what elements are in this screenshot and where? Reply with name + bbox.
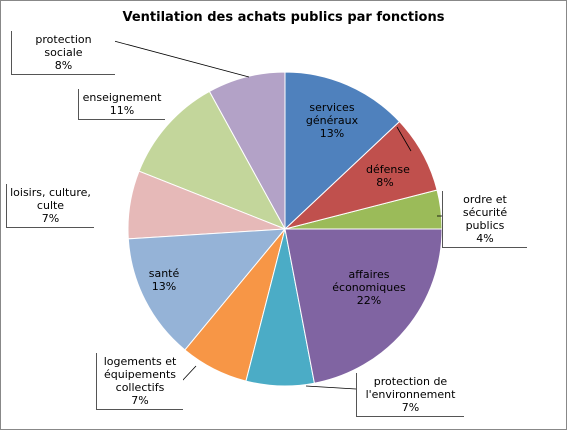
- chart-title: Ventilation des achats publics par fonct…: [122, 10, 445, 25]
- value-label: 11%: [109, 104, 135, 117]
- slice-label: logements et équipements collectifs 7%: [96, 353, 183, 410]
- slice-label: protection de l'environnement 7%: [356, 373, 464, 417]
- category-label: affaires économiques: [332, 268, 406, 294]
- category-label: santé: [148, 267, 180, 280]
- category-label: loisirs, culture, culte: [10, 186, 91, 212]
- leader-line: [113, 40, 250, 78]
- category-label: protection sociale: [35, 33, 92, 59]
- leader-lines: [113, 40, 442, 390]
- slice-label: loisirs, culture, culte 7%: [6, 184, 94, 228]
- leader-line: [305, 385, 357, 390]
- leader-line: [396, 126, 412, 152]
- value-label: 22%: [356, 294, 382, 307]
- category-label: ordre et sécurité publics: [462, 193, 508, 232]
- category-label: services généraux: [305, 101, 359, 127]
- value-label: 13%: [151, 280, 177, 293]
- value-label: 7%: [131, 394, 149, 407]
- category-label: enseignement: [82, 91, 162, 104]
- slice-label: services généraux 13%: [296, 99, 368, 142]
- pie-slice: [127, 228, 287, 351]
- pie-slice: [284, 228, 443, 384]
- slice-label: enseignement 11%: [78, 89, 165, 120]
- slice-label: affaires économiques 22%: [319, 266, 419, 309]
- leader-line: [181, 365, 197, 382]
- pie-slice: [138, 90, 287, 230]
- value-label: 4%: [476, 232, 494, 245]
- value-label: 7%: [41, 212, 60, 225]
- slice-label: ordre et sécurité publics 4%: [442, 191, 527, 248]
- value-label: 8%: [376, 176, 394, 189]
- category-label: protection de l'environnement: [365, 375, 456, 401]
- category-label: défense: [366, 163, 410, 176]
- slice-label: santé 13%: [143, 265, 185, 295]
- slice-label: défense 8%: [363, 161, 410, 191]
- slice-label: protection sociale 8%: [11, 31, 115, 75]
- value-label: 13%: [319, 127, 345, 140]
- pie-slice: [284, 71, 401, 231]
- value-label: 7%: [401, 401, 420, 414]
- category-label: logements et équipements collectifs: [103, 355, 177, 394]
- value-label: 8%: [54, 59, 73, 72]
